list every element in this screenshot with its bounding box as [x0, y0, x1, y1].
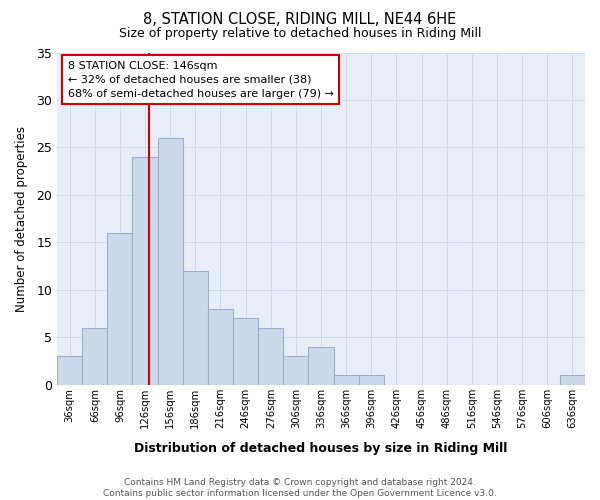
Bar [359, 376, 384, 385]
Bar [183, 271, 208, 385]
Bar [283, 356, 308, 385]
Bar [57, 356, 82, 385]
Bar [133, 157, 158, 385]
Bar [82, 328, 107, 385]
Bar [233, 318, 258, 385]
Bar [158, 138, 183, 385]
Bar [560, 376, 585, 385]
Y-axis label: Number of detached properties: Number of detached properties [15, 126, 28, 312]
Bar [334, 376, 359, 385]
Bar [208, 309, 233, 385]
Bar [308, 347, 334, 385]
Text: 8 STATION CLOSE: 146sqm
← 32% of detached houses are smaller (38)
68% of semi-de: 8 STATION CLOSE: 146sqm ← 32% of detache… [68, 61, 334, 99]
X-axis label: Distribution of detached houses by size in Riding Mill: Distribution of detached houses by size … [134, 442, 508, 455]
Text: Size of property relative to detached houses in Riding Mill: Size of property relative to detached ho… [119, 28, 481, 40]
Bar [258, 328, 283, 385]
Bar [107, 233, 133, 385]
Text: Contains HM Land Registry data © Crown copyright and database right 2024.
Contai: Contains HM Land Registry data © Crown c… [103, 478, 497, 498]
Text: 8, STATION CLOSE, RIDING MILL, NE44 6HE: 8, STATION CLOSE, RIDING MILL, NE44 6HE [143, 12, 457, 28]
